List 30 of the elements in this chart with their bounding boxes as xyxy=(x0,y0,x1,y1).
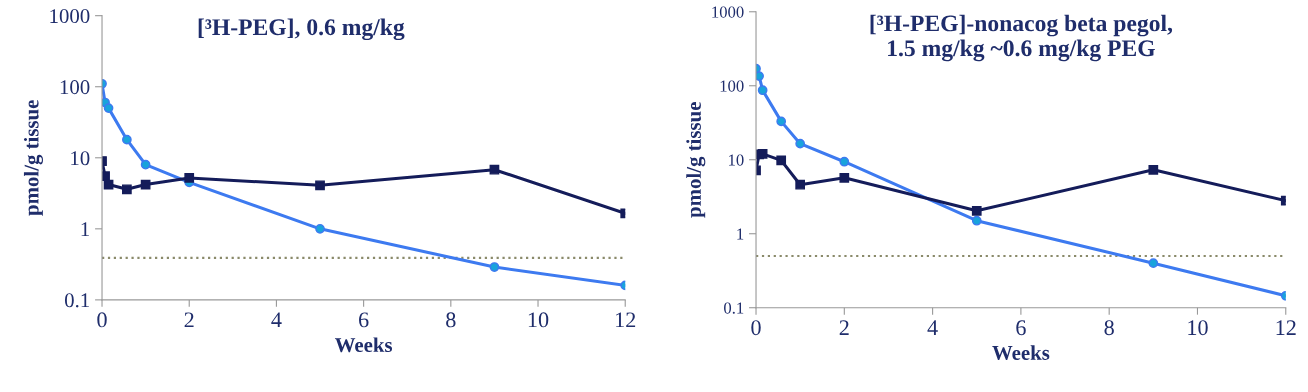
x-tick-label: 8 xyxy=(446,312,456,328)
x-tick-label: 8 xyxy=(1104,320,1114,336)
y-tick-label: 0.1 xyxy=(64,293,89,308)
x-tick-label: 4 xyxy=(271,312,282,328)
y-axis-title: pmol/g tissue xyxy=(686,102,706,218)
text: [³H-PEG]-nonacog beta pegol, 1.5 mg/kg ~0.6 mg/kg PEG xyxy=(870,14,1173,62)
x-tick-label: 0 xyxy=(97,312,107,328)
x-tick-label: 10 xyxy=(1188,320,1208,336)
x-tick-label: 12 xyxy=(616,312,636,328)
y-tick-label: 1000 xyxy=(712,6,744,18)
x-tick-label: 6 xyxy=(1016,320,1026,336)
y-tick-label: 10 xyxy=(71,151,90,166)
x-tick-label: 12 xyxy=(1276,320,1296,335)
x-tick-label: 2 xyxy=(839,320,849,335)
x-tick-label: 2 xyxy=(184,312,194,328)
y-tick-label: 100 xyxy=(60,80,90,95)
x-axis-title: Weeks xyxy=(334,337,393,353)
y-tick-label: 1 xyxy=(737,228,744,240)
y-tick-label: 100 xyxy=(720,80,744,92)
x-tick-label: 10 xyxy=(528,312,549,328)
y-tick-label: 1000 xyxy=(50,9,90,24)
y-tick-label: 1 xyxy=(81,222,89,237)
y-tick-label: 0.1 xyxy=(724,302,744,314)
x-axis-title: Weeks xyxy=(992,345,1050,361)
y-axis-title: pmol/g tissue xyxy=(23,100,43,216)
y-tick-label: 10 xyxy=(729,154,744,166)
x-tick-label: 0 xyxy=(751,320,761,336)
chart-title: [³H-PEG], 0.6 mg/kg xyxy=(198,18,405,41)
x-tick-label: 6 xyxy=(359,312,369,328)
x-tick-label: 4 xyxy=(927,320,938,335)
